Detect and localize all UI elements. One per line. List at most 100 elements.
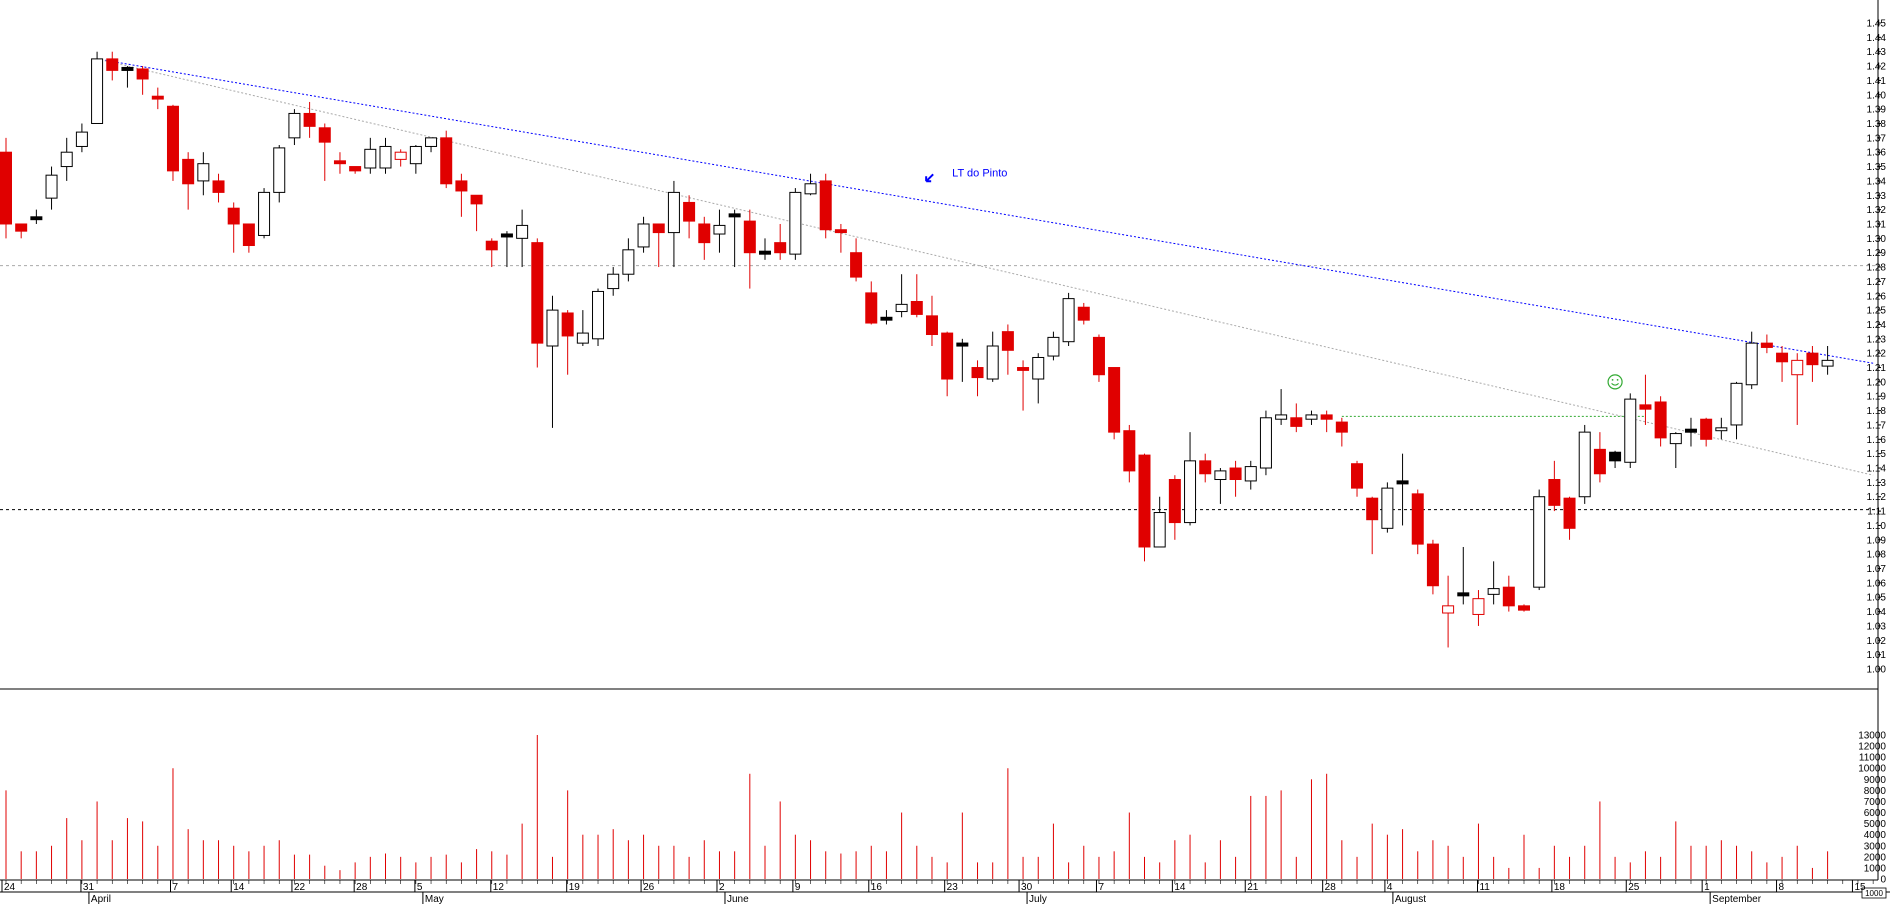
candle-body: [1472, 598, 1485, 615]
date-tick-label: 14: [1174, 882, 1186, 893]
candle-body: [258, 191, 271, 236]
candle-body: [333, 160, 346, 165]
candle-body: [1457, 592, 1470, 597]
volume-tick-label: 5000: [1864, 819, 1887, 830]
candle: [1123, 424, 1136, 483]
candle: [1092, 334, 1105, 382]
candle: [1472, 590, 1485, 626]
candle: [759, 238, 771, 260]
candle: [895, 274, 908, 318]
price-tick-label: 1.15: [1867, 449, 1887, 460]
candle-body: [1563, 497, 1576, 529]
candle: [1138, 453, 1151, 562]
candle: [1153, 496, 1166, 548]
candle-body: [1290, 417, 1303, 427]
candle-body: [789, 191, 802, 255]
candle: [1290, 403, 1303, 433]
candle: [1457, 546, 1470, 605]
candle-body: [713, 224, 726, 235]
candle-body: [485, 240, 498, 251]
candle-body: [1092, 336, 1105, 376]
date-tick-label: 24: [4, 882, 16, 893]
candle-body: [379, 145, 392, 169]
volume-tick-label: 4000: [1864, 830, 1887, 841]
candle: [576, 310, 589, 346]
volume-tick-label: 2000: [1864, 852, 1887, 863]
candle-body: [15, 223, 28, 232]
candle: [1199, 453, 1212, 483]
candle: [106, 51, 119, 81]
price-tick-label: 1.32: [1867, 205, 1887, 216]
candle-body: [819, 180, 832, 231]
candle-body: [1381, 487, 1394, 529]
price-tick-label: 1.13: [1867, 478, 1887, 489]
candle: [1442, 575, 1455, 648]
candle-body: [409, 145, 422, 165]
price-tick-label: 1.00: [1867, 665, 1887, 676]
candle-body: [1821, 359, 1834, 367]
candle: [318, 123, 331, 181]
candle: [394, 149, 407, 167]
date-tick-label: 16: [871, 882, 883, 893]
candle: [1791, 353, 1804, 425]
date-tick-label: 9: [795, 882, 801, 893]
candle-body: [576, 332, 589, 344]
annotation-label: LT do Pinto: [952, 167, 1007, 179]
smiley-mouth: [1611, 383, 1619, 386]
candle-body: [1669, 433, 1682, 445]
candle-body: [910, 300, 923, 315]
price-tick-label: 1.39: [1867, 105, 1887, 116]
candle: [971, 360, 984, 397]
price-tick-label: 1.17: [1867, 420, 1887, 431]
candle-body: [1426, 543, 1439, 587]
candle-body: [592, 290, 605, 340]
candle: [0, 137, 12, 239]
candle: [364, 137, 377, 174]
candle-body: [1502, 586, 1515, 607]
price-tick-label: 1.22: [1867, 349, 1887, 360]
candle-body: [759, 250, 771, 255]
price-tick-label: 1.21: [1867, 363, 1887, 374]
candle-body: [1259, 417, 1272, 469]
date-tick-label: 2: [719, 882, 725, 893]
candle: [1017, 360, 1030, 411]
candle: [288, 109, 301, 146]
candle-body: [1275, 414, 1288, 420]
candle-body: [1062, 298, 1075, 343]
candle: [1351, 460, 1364, 497]
candle-body: [1001, 331, 1014, 351]
price-tick-label: 1.37: [1867, 133, 1887, 144]
candle-body: [45, 174, 58, 199]
candle-body: [1760, 342, 1773, 348]
price-tick-label: 1.33: [1867, 191, 1887, 202]
candle: [1593, 432, 1606, 483]
candle-body: [1518, 605, 1530, 611]
candle: [1305, 410, 1318, 425]
date-tick-label: 28: [356, 882, 368, 893]
date-tick-label: 18: [1554, 882, 1566, 893]
price-tick-label: 1.11: [1867, 507, 1886, 518]
candle: [819, 173, 832, 239]
candle: [30, 209, 43, 224]
candle: [546, 295, 559, 428]
candle-body: [212, 180, 225, 193]
candle-body: [182, 158, 195, 185]
candle-body: [895, 303, 908, 313]
candle: [409, 145, 422, 174]
price-tick-label: 1.18: [1867, 406, 1887, 417]
price-tick-label: 1.44: [1867, 33, 1887, 44]
price-tick-label: 1.30: [1867, 234, 1887, 245]
candle: [774, 223, 787, 260]
candle: [910, 274, 923, 318]
volume-tick-label: 12000: [1858, 742, 1886, 753]
candle: [1654, 396, 1667, 447]
month-label: August: [1395, 894, 1426, 904]
candle: [197, 152, 210, 196]
candle-body: [1351, 463, 1364, 489]
date-tick-label: 19: [569, 882, 581, 893]
candle: [470, 194, 483, 232]
candle-body: [1366, 497, 1379, 521]
candle-body: [652, 223, 665, 234]
candle: [1168, 475, 1181, 540]
candle: [1518, 604, 1530, 612]
